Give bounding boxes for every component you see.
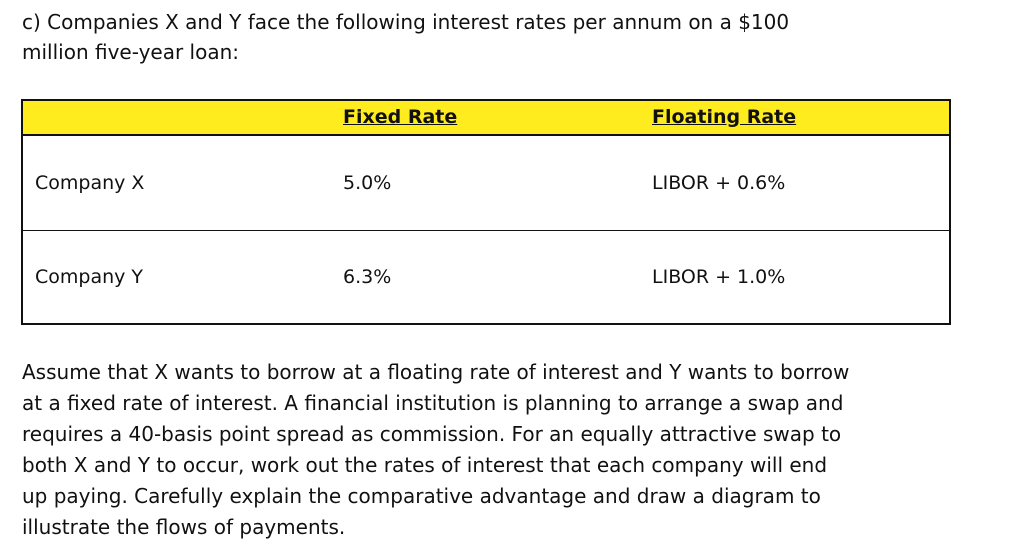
text-line: Assume that X wants to borrow at a float… [22,360,850,384]
text-line: at a fixed rate of interest. A financial… [22,391,844,415]
table-row: Company X 5.0% LIBOR + 0.6% [23,136,949,231]
cell: 6.3% [343,266,392,288]
header-cell: Fixed Rate [343,106,458,128]
rate-table: Fixed Rate Floating Rate Company X 5.0% … [21,99,951,325]
text-line: up paying. Carefully explain the compara… [22,484,821,508]
table-row: Company Y 6.3% LIBOR + 1.0% [23,231,949,325]
header-row: Fixed Rate Floating Rate [23,101,949,136]
cell: LIBOR + 0.6% [652,172,786,194]
cell: LIBOR + 1.0% [652,266,786,288]
header-cell: Floating Rate [652,106,797,128]
text-line: both X and Y to occur, work out the rate… [22,453,828,477]
text-line: c) Companies X and Y face the following … [22,10,790,34]
text-line: million five-year loan: [22,40,240,64]
row-label: Company Y [35,266,144,288]
text-line: illustrate the flows of payments. [22,515,346,539]
row-label: Company X [35,172,145,194]
text-line: requires a 40-basis point spread as comm… [22,422,842,446]
cell: 5.0% [343,172,392,194]
